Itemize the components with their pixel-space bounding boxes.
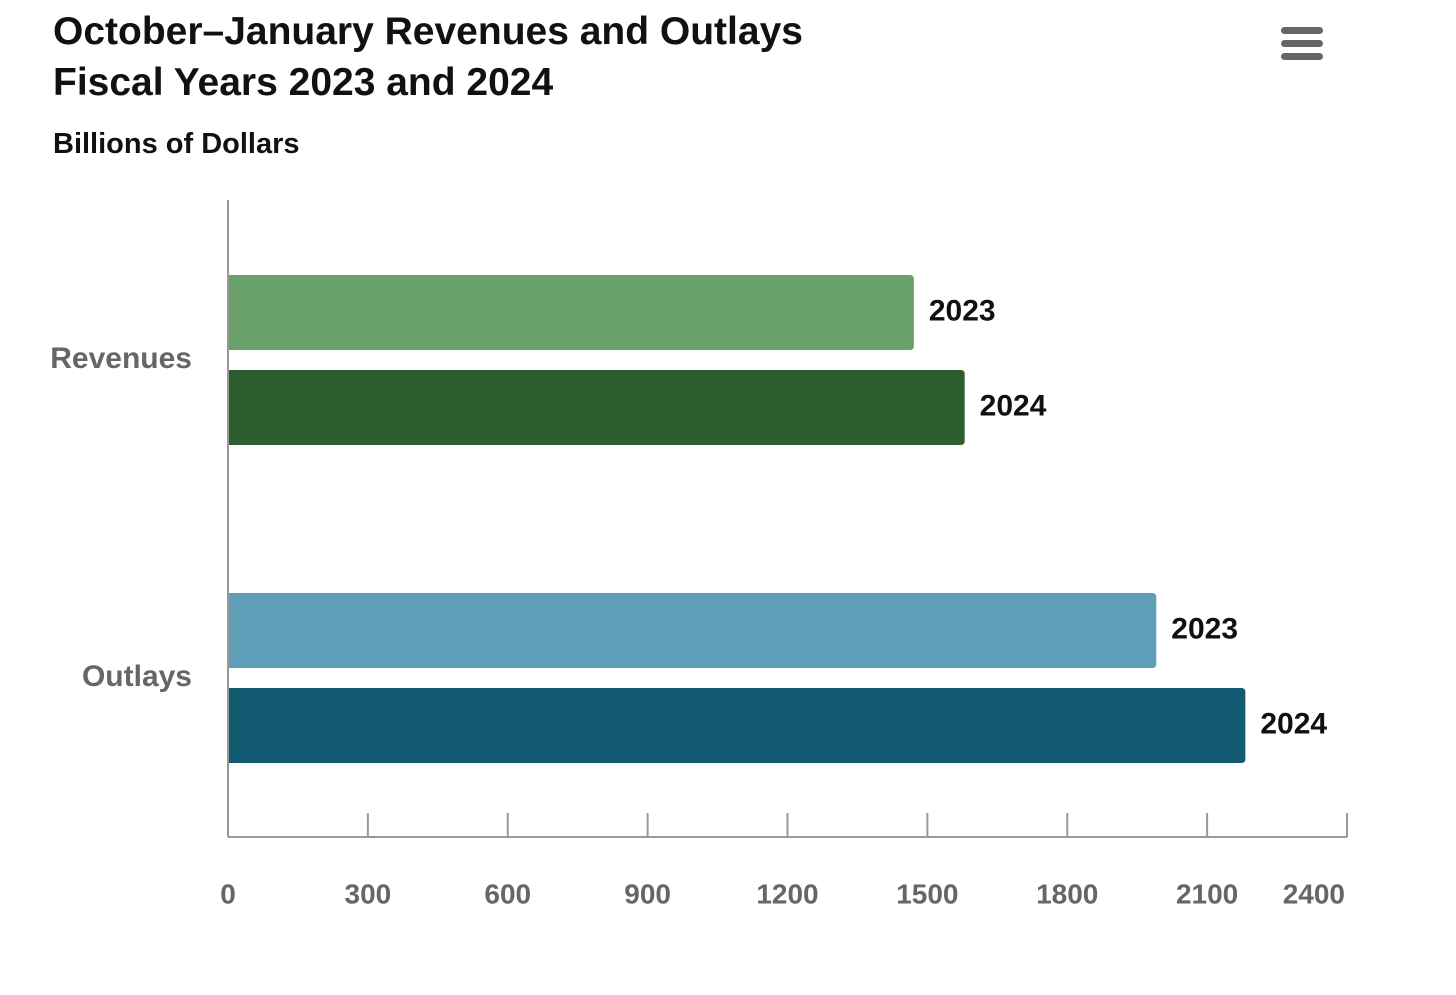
x-tick-label-600: 600 (484, 878, 531, 909)
chart-title-line-2: Fiscal Years 2023 and 2024 (53, 61, 554, 104)
data-label-outlays-2024: 2024 (1260, 707, 1327, 740)
x-tick-label-2100: 2100 (1176, 878, 1238, 909)
x-tick-label-2400: 2400 (1283, 878, 1345, 909)
data-label-revenues-2024: 2024 (980, 389, 1047, 422)
bars-layer (228, 275, 1246, 763)
chart-subtitle: Billions of Dollars (53, 128, 300, 160)
chart-menu-button[interactable] (1276, 22, 1328, 66)
x-tick-label-1500: 1500 (896, 878, 958, 909)
labels-layer: 2023 2024 Revenues 2023 2024 Outlays 0 300 600 90… (50, 294, 1345, 909)
chart-title-line-1: October–January Revenues and Outlays (53, 10, 803, 53)
hamburger-menu-icon (1281, 27, 1323, 60)
category-label-outlays: Outlays (82, 660, 192, 693)
x-tick-label-1200: 1200 (756, 878, 818, 909)
bar-outlays-2024 (228, 688, 1246, 763)
data-label-revenues-2023: 2023 (929, 294, 996, 327)
x-tick-label-1800: 1800 (1036, 878, 1098, 909)
x-tick-label-0: 0 (220, 878, 236, 909)
bar-outlays-2023 (228, 593, 1157, 668)
category-label-revenues: Revenues (50, 342, 192, 375)
bar-revenues-2024 (228, 370, 965, 445)
data-label-outlays-2023: 2023 (1171, 612, 1238, 645)
x-tick-label-300: 300 (345, 878, 392, 909)
x-tick-label-900: 900 (624, 878, 671, 909)
chart-title: October–January Revenues and Outlays Fis… (53, 6, 803, 108)
bar-revenues-2023 (228, 275, 914, 350)
axes-layer (227, 200, 1348, 838)
